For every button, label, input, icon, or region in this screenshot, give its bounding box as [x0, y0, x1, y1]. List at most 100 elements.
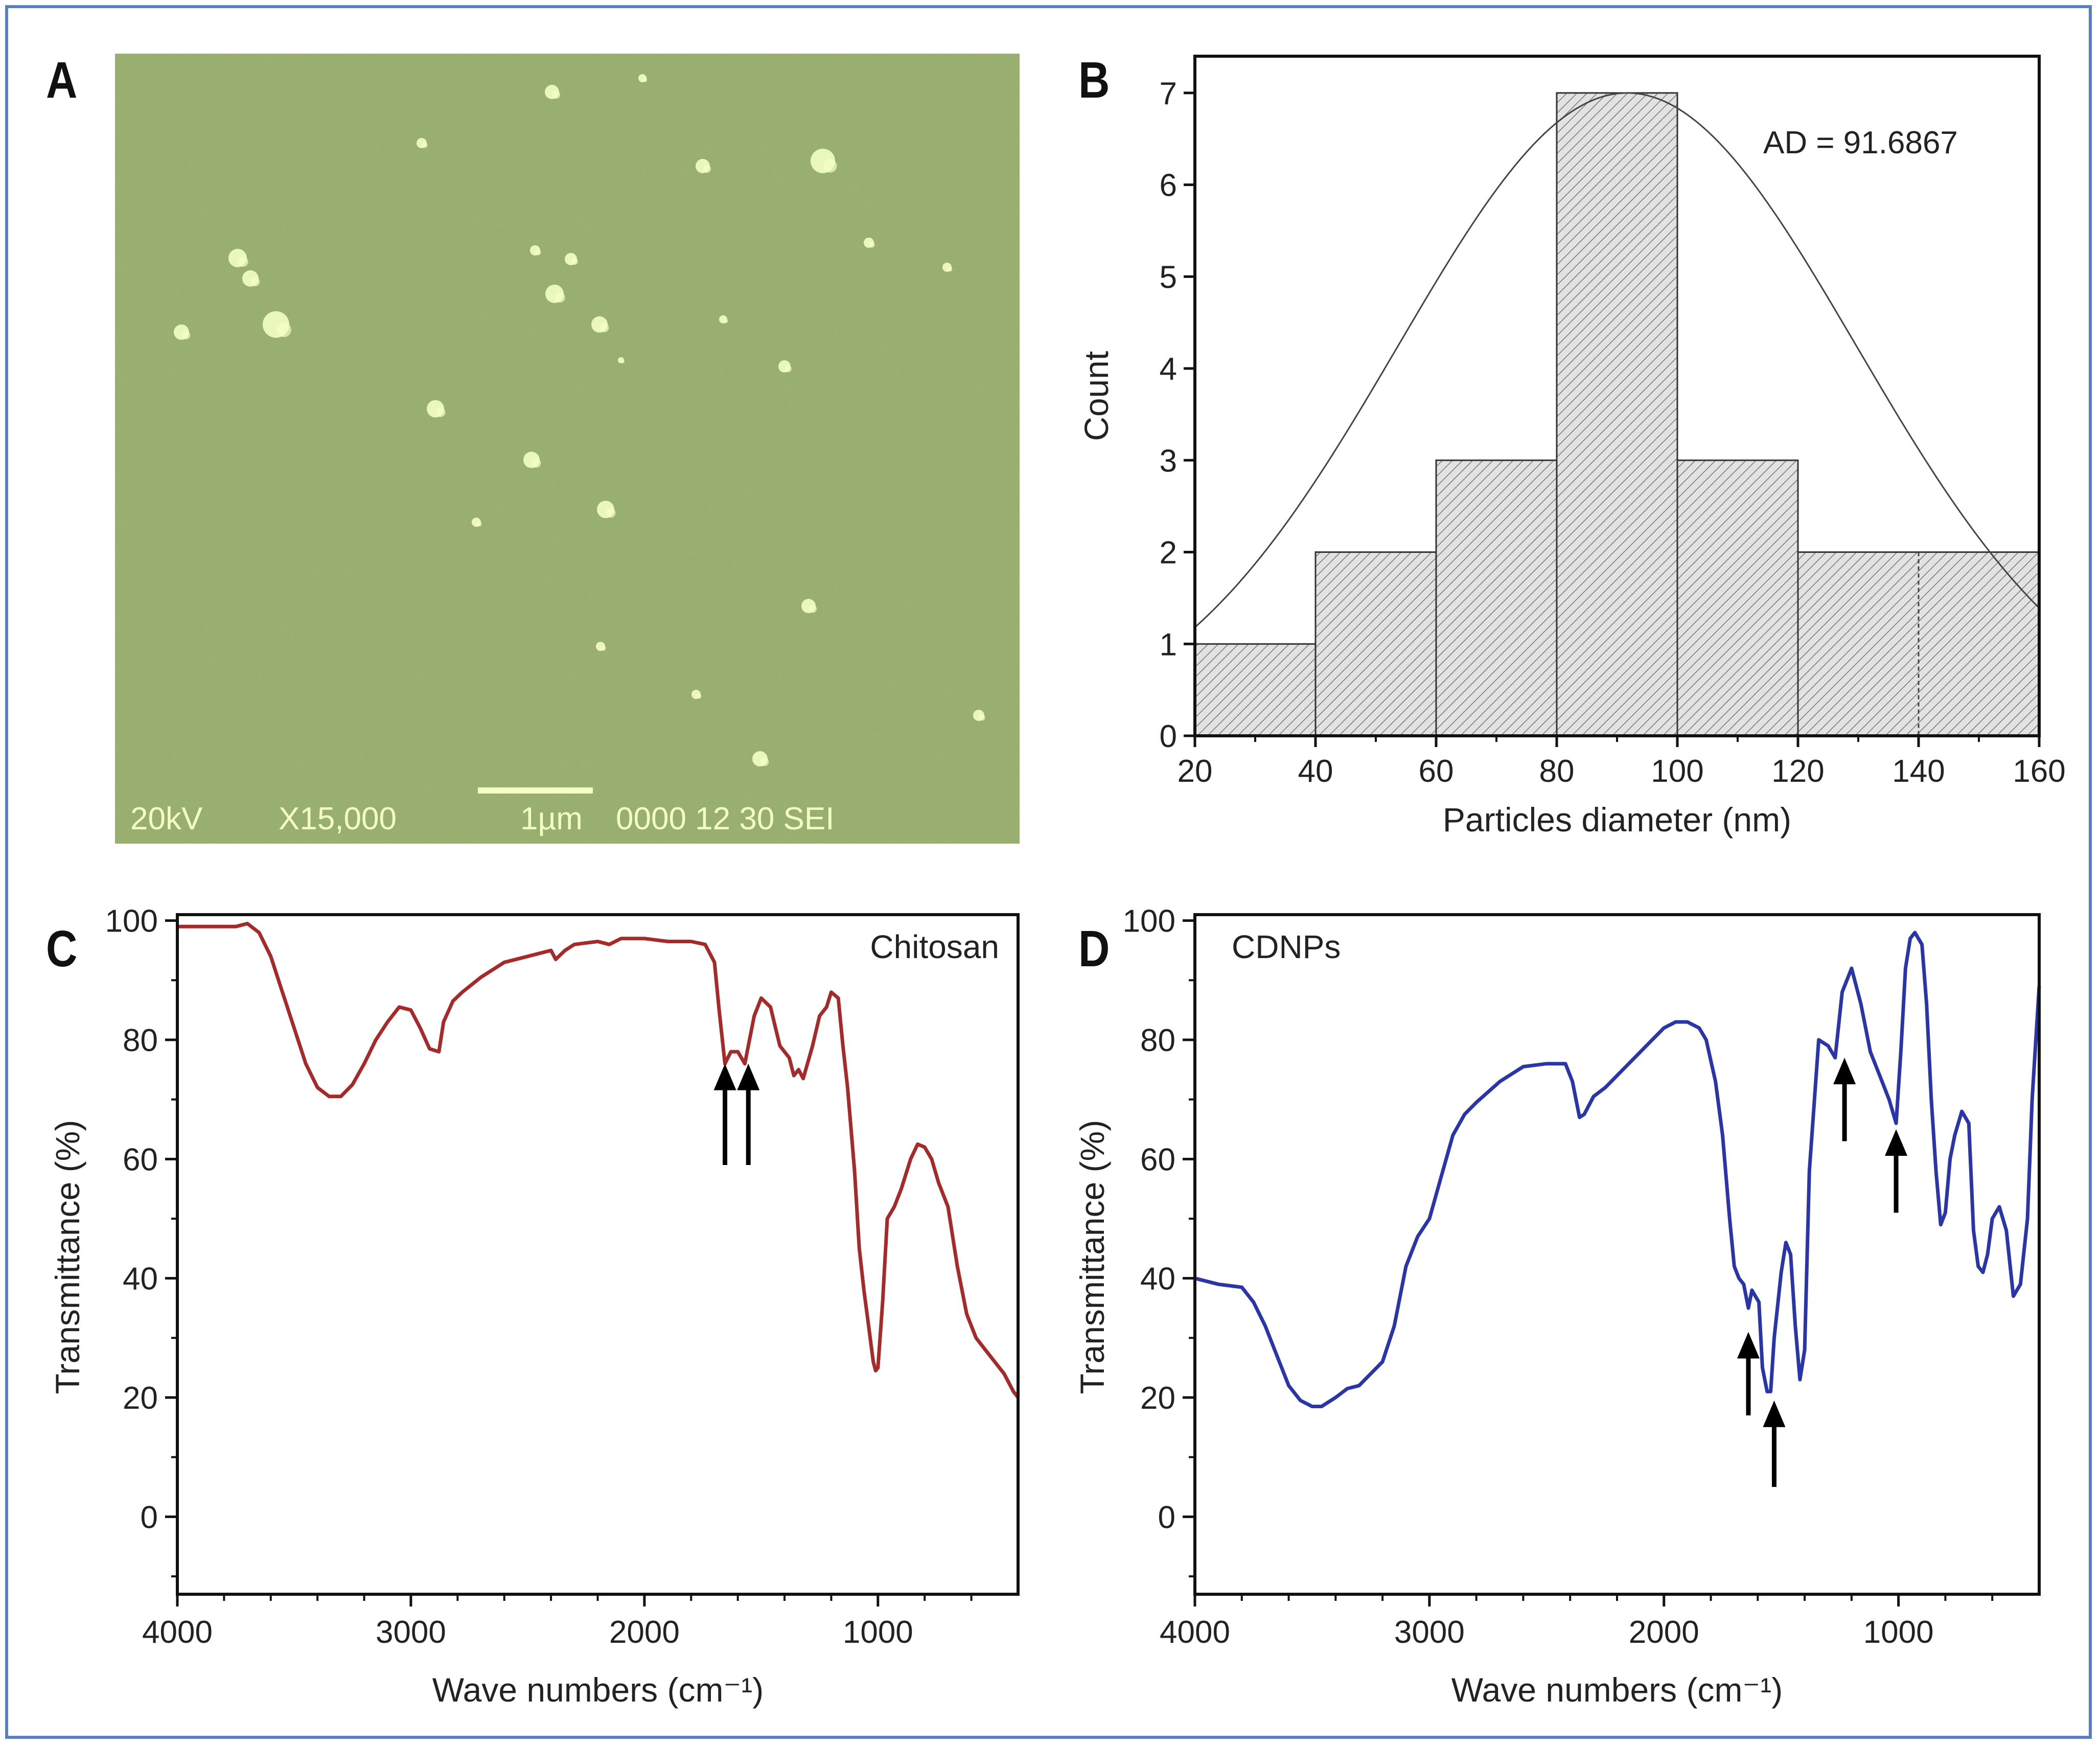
chitosan-arrow-head — [713, 1063, 736, 1090]
sem-particle — [784, 365, 792, 373]
histogram-x-tick-label: 20 — [1178, 754, 1213, 789]
histogram-y-tick-label: 3 — [1160, 444, 1177, 479]
sem-particle — [476, 521, 482, 527]
sem-particle — [869, 242, 875, 248]
scale-bar — [478, 787, 593, 794]
sem-noise — [115, 54, 1020, 844]
histogram-x-tick-label: 100 — [1651, 754, 1703, 789]
sem-caption-voltage: 20kV — [130, 801, 203, 836]
chitosan-arrow-head — [737, 1063, 760, 1090]
sem-particle — [947, 266, 953, 272]
histogram-x-tick-label: 140 — [1892, 754, 1945, 789]
chitosan-y-ticks: 0 20 40 60 80 100 — [105, 904, 177, 1577]
cdnps-arrows — [1737, 1058, 1908, 1487]
histogram-y-tick-label: 0 — [1160, 719, 1177, 754]
histogram-y-label: Count — [1077, 351, 1115, 441]
histogram-y-tick-label: 5 — [1160, 260, 1177, 295]
histogram-x-ticks: 20 40 60 80 100 120 140 160 — [1178, 736, 2066, 789]
sem-micrograph: 20kV X15,000 1µm 0000 12 30 SEI — [115, 54, 1020, 844]
chitosan-y-tick-label: 60 — [123, 1142, 158, 1177]
sem-particle — [642, 77, 648, 82]
sem-particle — [599, 323, 609, 333]
chitosan-y-tick-label: 80 — [123, 1023, 158, 1058]
cdnps-y-label: Transmittance (%) — [1073, 1120, 1111, 1394]
histogram-x-tick-label: 80 — [1539, 754, 1575, 789]
sem-particle — [809, 604, 817, 613]
sem-particle — [181, 331, 191, 340]
average-diameter-annotation: AD = 91.6867 — [1763, 125, 1958, 160]
chitosan-y-tick-label: 100 — [105, 904, 158, 939]
cdnps-x-tick-label: 2000 — [1629, 1615, 1699, 1650]
histogram-bar — [1556, 92, 1678, 737]
cdnps-legend: CDNPs — [1232, 928, 1341, 965]
chitosan-x-label: Wave numbers (cm⁻¹) — [432, 1671, 764, 1709]
panel-label-c: C — [46, 920, 78, 977]
chitosan-x-tick-label: 2000 — [609, 1615, 680, 1650]
sem-particle — [723, 318, 728, 323]
histogram-y-ticks: 0 1 2 3 4 5 6 7 — [1160, 76, 1195, 754]
cdnps-arrow-head — [1885, 1129, 1908, 1156]
figure-border — [5, 5, 2092, 1739]
histogram-x-tick-label: 40 — [1298, 754, 1333, 789]
sem-caption-id: 0000 12 30 SEI — [616, 801, 834, 836]
cdnps-spectrum-line — [1194, 930, 2041, 1408]
histogram-y-tick-label: 4 — [1160, 352, 1177, 387]
cdnps-x-label: Wave numbers (cm⁻¹) — [1451, 1671, 1783, 1709]
panel-label-a: A — [46, 52, 78, 109]
cdnps-y-tick-label: 80 — [1140, 1023, 1175, 1058]
sem-particle — [238, 257, 248, 267]
sem-particle — [532, 458, 541, 468]
cdnps-y-ticks: 0 20 40 60 80 100 — [1123, 904, 1195, 1577]
chitosan-y-tick-label: 40 — [123, 1262, 158, 1297]
sem-particle — [979, 714, 985, 721]
histogram-y-tick-label: 7 — [1160, 76, 1177, 111]
cdnps-arrow-head — [1737, 1332, 1760, 1359]
sem-particle — [601, 645, 606, 651]
sem-particle — [555, 292, 565, 303]
cdnps-y-tick-label: 100 — [1123, 904, 1175, 939]
cdnps-x-ticks: 4000 3000 2000 1000 — [1160, 1594, 1994, 1650]
panel-label-d: D — [1078, 920, 1110, 977]
cdnps-arrow-head — [1763, 1400, 1786, 1427]
sem-particle — [696, 693, 702, 699]
sem-particle — [760, 757, 769, 766]
chitosan-y-label: Transmittance (%) — [49, 1120, 86, 1394]
chitosan-x-ticks: 4000 3000 2000 1000 — [142, 1594, 973, 1650]
chitosan-x-tick-label: 4000 — [142, 1615, 213, 1650]
chitosan-spectrum-line — [177, 922, 1020, 1399]
chitosan-y-tick-label: 0 — [141, 1500, 158, 1535]
cdnps-x-tick-label: 4000 — [1160, 1615, 1230, 1650]
histogram-bars — [1194, 92, 2040, 737]
chitosan-y-tick-label: 20 — [123, 1381, 158, 1416]
sem-particle — [535, 249, 541, 255]
sem-particle — [435, 407, 446, 417]
sem-particle — [571, 258, 578, 265]
sem-particle — [422, 142, 428, 148]
sem-particle — [621, 360, 625, 363]
histogram-x-tick-label: 60 — [1419, 754, 1454, 789]
histogram-bar — [1194, 643, 1317, 737]
sem-particle — [250, 277, 260, 287]
cdnps-x-tick-label: 3000 — [1394, 1615, 1465, 1650]
chitosan-x-tick-label: 3000 — [376, 1615, 446, 1650]
panel-label-b: B — [1078, 52, 1110, 109]
histogram-y-tick-label: 1 — [1160, 627, 1177, 662]
histogram-bar — [1314, 551, 1437, 737]
cdnps-y-tick-label: 0 — [1158, 1500, 1175, 1535]
normal-fit-curve — [1194, 92, 2040, 628]
histogram-x-label: Particles diameter (nm) — [1443, 801, 1791, 839]
sem-caption-magnification: X15,000 — [279, 801, 397, 836]
sem-caption-scale: 1µm — [520, 801, 583, 836]
sem-particle — [552, 90, 561, 99]
chitosan-legend: Chitosan — [870, 928, 999, 965]
histogram-x-tick-label: 120 — [1771, 754, 1824, 789]
cdnps-arrow-head — [1833, 1058, 1856, 1084]
sem-particle — [703, 165, 711, 173]
sem-particles — [174, 74, 985, 766]
cdnps-y-tick-label: 40 — [1140, 1262, 1175, 1297]
chitosan-x-tick-label: 1000 — [843, 1615, 913, 1650]
sem-particle — [606, 508, 616, 518]
